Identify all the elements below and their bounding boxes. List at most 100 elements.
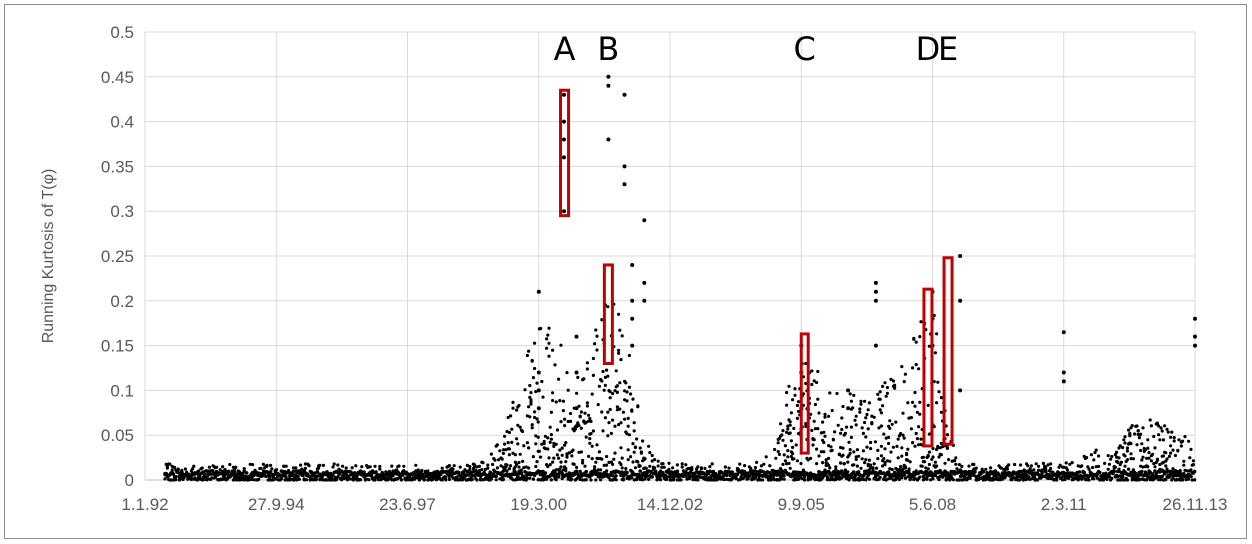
- noise-point: [534, 464, 538, 469]
- noise-point: [650, 459, 654, 463]
- noise-point: [391, 474, 395, 478]
- noise-point: [564, 469, 568, 473]
- y-axis-title: Running Kurtosis of T(φ): [40, 169, 57, 344]
- noise-point: [251, 463, 255, 467]
- noise-point: [843, 468, 848, 472]
- noise-point: [536, 435, 540, 439]
- noise-point: [600, 379, 604, 383]
- annotation-box-d: [922, 287, 934, 448]
- noise-point: [865, 445, 869, 449]
- baseline-point: [724, 473, 729, 478]
- noise-point: [597, 384, 602, 388]
- noise-point: [935, 332, 939, 336]
- noise-point: [317, 466, 321, 470]
- noise-point: [817, 454, 821, 458]
- noise-point: [623, 398, 627, 402]
- baseline-point: [164, 472, 168, 476]
- noise-point: [1116, 460, 1120, 464]
- noise-point: [335, 477, 339, 482]
- noise-point: [507, 430, 511, 435]
- noise-point: [903, 465, 908, 469]
- noise-point: [891, 379, 896, 383]
- noise-point: [913, 476, 917, 480]
- noise-point: [879, 411, 884, 415]
- noise-point: [662, 465, 666, 469]
- noise-point: [578, 414, 582, 418]
- noise-point: [857, 454, 861, 458]
- noise-point: [647, 477, 651, 481]
- noise-point: [231, 478, 235, 482]
- noise-point: [1178, 469, 1182, 473]
- noise-point: [746, 477, 750, 481]
- noise-point: [1049, 466, 1053, 471]
- noise-point: [870, 414, 874, 418]
- noise-point: [468, 467, 472, 472]
- noise-point: [830, 408, 834, 413]
- noise-point: [1047, 469, 1051, 473]
- noise-point: [643, 457, 647, 461]
- noise-point: [860, 426, 864, 430]
- noise-point: [189, 477, 193, 482]
- noise-point: [703, 466, 707, 470]
- noise-point: [379, 477, 383, 481]
- noise-point: [467, 477, 471, 481]
- noise-point: [866, 408, 870, 412]
- noise-point: [944, 477, 948, 481]
- noise-point: [517, 465, 521, 469]
- noise-point: [895, 444, 899, 448]
- noise-point: [870, 422, 874, 426]
- noise-point: [1190, 478, 1194, 482]
- noise-point: [811, 443, 815, 447]
- noise-point: [413, 477, 417, 481]
- baseline-point: [694, 475, 699, 479]
- noise-point: [601, 369, 605, 374]
- baseline-point: [494, 474, 499, 479]
- noise-point: [1129, 452, 1133, 456]
- noise-point: [897, 477, 902, 482]
- noise-point: [1173, 453, 1177, 458]
- noise-point: [626, 448, 630, 452]
- noise-point: [549, 437, 554, 441]
- noise-point: [869, 440, 873, 445]
- noise-point: [422, 478, 426, 482]
- data-point: [873, 298, 878, 303]
- noise-point: [821, 420, 825, 424]
- noise-point: [547, 341, 551, 345]
- noise-point: [896, 456, 900, 460]
- noise-point: [789, 455, 794, 459]
- noise-point: [503, 468, 507, 472]
- noise-point: [931, 455, 935, 459]
- noise-point: [518, 425, 522, 429]
- noise-point: [1185, 469, 1189, 473]
- noise-point: [584, 435, 588, 439]
- noise-point: [822, 430, 826, 434]
- noise-point: [527, 349, 531, 353]
- noise-point: [1094, 465, 1098, 469]
- noise-point: [1122, 478, 1126, 482]
- noise-point: [1157, 433, 1161, 437]
- data-point: [574, 406, 579, 411]
- noise-point: [1076, 464, 1080, 468]
- noise-point: [822, 450, 826, 454]
- data-point: [846, 406, 851, 411]
- noise-point: [553, 363, 557, 367]
- noise-point: [599, 468, 603, 472]
- noise-point: [524, 465, 528, 469]
- noise-point: [618, 381, 622, 385]
- noise-point: [684, 463, 688, 467]
- baseline-point: [1107, 474, 1112, 479]
- noise-point: [614, 474, 618, 478]
- noise-point: [539, 478, 543, 482]
- noise-point: [522, 444, 526, 448]
- noise-point: [542, 439, 546, 444]
- noise-point: [734, 477, 738, 481]
- noise-point: [907, 416, 911, 420]
- baseline-point: [735, 472, 740, 477]
- noise-point: [378, 467, 382, 471]
- noise-point: [606, 305, 610, 309]
- noise-point: [601, 429, 605, 433]
- noise-point: [1005, 467, 1010, 471]
- noise-point: [1143, 448, 1147, 452]
- noise-point: [627, 385, 632, 389]
- noise-point: [510, 440, 514, 444]
